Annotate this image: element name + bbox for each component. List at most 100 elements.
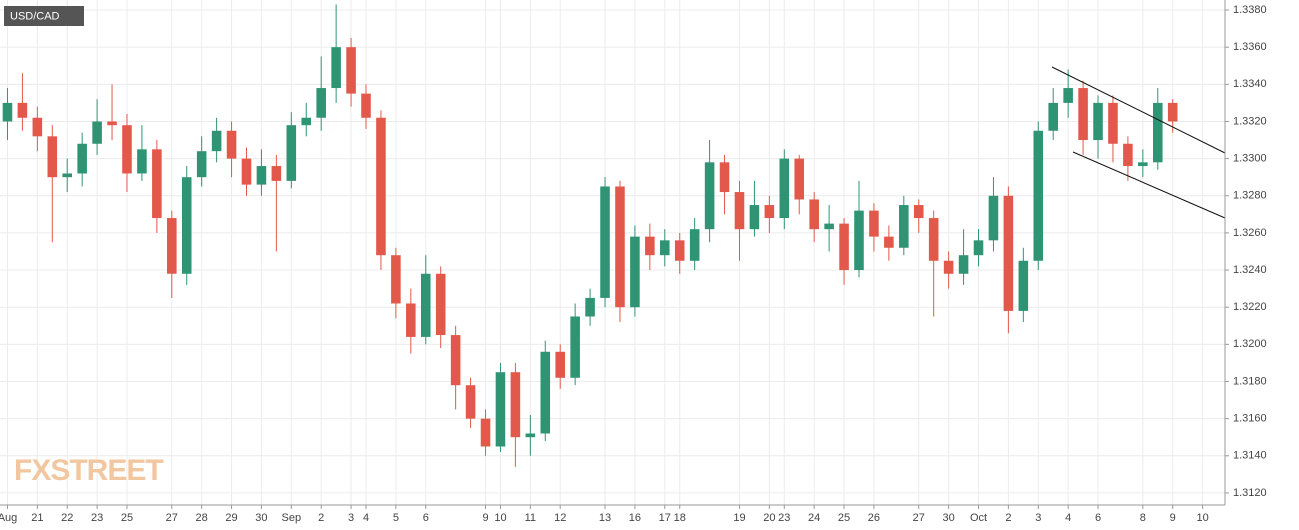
candle-body: [420, 273, 431, 337]
x-tick-label: 21: [31, 512, 43, 524]
candle-body: [301, 117, 312, 126]
candle-body: [660, 240, 670, 256]
x-tick-label: 23: [91, 512, 103, 524]
candle-body: [928, 218, 939, 261]
candle-body: [615, 186, 625, 308]
x-tick-label: Aug: [0, 512, 17, 524]
candle-body: [585, 297, 595, 317]
x-tick-label: Sep: [282, 512, 302, 524]
candle-body: [361, 93, 371, 118]
candle-body: [943, 260, 954, 274]
y-tick-label: 1.3300: [1233, 153, 1267, 165]
candle-body: [286, 125, 297, 181]
x-tick-label: 4: [363, 512, 369, 524]
symbol-badge: [4, 6, 84, 26]
y-tick-label: 1.3360: [1233, 41, 1267, 53]
channel-lower: [1072, 151, 1226, 219]
candle-body: [152, 149, 162, 219]
candle-body: [196, 151, 207, 178]
y-tick-label: 1.3260: [1233, 227, 1267, 239]
candle-body: [226, 130, 237, 159]
y-tick-label: 1.3340: [1233, 78, 1267, 90]
candle-body: [495, 372, 506, 447]
candle-body: [47, 136, 58, 178]
candle-body: [1048, 102, 1058, 131]
candle-body: [540, 351, 551, 434]
candle-body: [62, 173, 73, 178]
y-tick-label: 1.3380: [1233, 4, 1267, 16]
x-tick-label: 6: [1095, 512, 1101, 524]
y-tick-label: 1.3200: [1233, 338, 1267, 350]
x-tick-label: 10: [494, 512, 506, 524]
x-tick-label: 11: [525, 512, 536, 524]
x-tick-label: 25: [121, 512, 133, 524]
candle-body: [1018, 260, 1029, 311]
candle-body: [988, 195, 999, 241]
candle-body: [435, 273, 446, 336]
candle-body: [719, 162, 730, 193]
x-tick-label: 27: [166, 512, 178, 524]
candle-body: [899, 205, 909, 248]
candle-body: [600, 186, 610, 298]
candle-body: [167, 218, 177, 274]
candle-body: [1063, 88, 1073, 103]
candle-body: [122, 125, 132, 174]
candle-body: [480, 418, 491, 447]
candle-body: [824, 223, 834, 230]
candle-body: [525, 433, 536, 438]
candle-body: [958, 255, 969, 274]
x-tick-label: 3: [1035, 512, 1041, 524]
grid: [0, 0, 1225, 505]
candle-body: [211, 130, 222, 152]
x-tick-label: 29: [225, 512, 237, 524]
y-tick-label: 1.3140: [1233, 450, 1267, 462]
candle-body: [465, 385, 476, 419]
candle-body: [391, 255, 401, 304]
candles: [2, 4, 1178, 467]
candle-body: [869, 210, 879, 237]
candle-body: [316, 88, 326, 118]
candle-body: [1152, 102, 1163, 163]
x-tick-label: 13: [599, 512, 611, 524]
candle-body: [137, 149, 147, 174]
candle-body: [913, 205, 924, 219]
x-tick-label: 16: [629, 512, 641, 524]
candle-body: [406, 303, 416, 337]
candle-body: [794, 158, 805, 200]
x-tick-label: 19: [733, 512, 745, 524]
x-tick-label: 4: [1065, 512, 1071, 524]
candle-body: [271, 166, 282, 181]
watermark: FXSTREET: [14, 454, 163, 487]
y-tick-label: 1.3160: [1233, 413, 1267, 425]
candle-body: [1138, 162, 1148, 167]
x-tick-label: 30: [943, 512, 955, 524]
candle-body: [77, 143, 87, 174]
candle-body: [749, 205, 760, 230]
x-tick-label: 25: [838, 512, 850, 524]
candle-body: [704, 162, 715, 230]
chart-title: USD/CAD: [10, 10, 60, 22]
x-tick-label: 26: [868, 512, 880, 524]
x-tick-label: 28: [196, 512, 208, 524]
y-tick-label: 1.3320: [1233, 115, 1267, 127]
candle-body: [854, 210, 864, 271]
candle-body: [645, 236, 655, 256]
candle-body: [1123, 143, 1133, 167]
candle-body: [809, 199, 819, 230]
candle-body: [241, 158, 252, 185]
candle-body: [779, 158, 790, 219]
candle-body: [973, 240, 984, 256]
candle-body: [734, 192, 745, 230]
candle-body: [764, 205, 775, 219]
y-tick-label: 1.3240: [1233, 264, 1267, 276]
candle-body: [181, 177, 192, 274]
x-tick-label: 9: [482, 512, 488, 524]
x-tick-label: 27: [913, 512, 925, 524]
candle-body: [256, 166, 267, 185]
candle-body: [32, 117, 43, 137]
x-tick-label: 8: [1140, 512, 1146, 524]
x-tick-label: 3: [348, 512, 354, 524]
x-tick-label: Oct: [970, 512, 987, 524]
candle-body: [510, 372, 521, 438]
